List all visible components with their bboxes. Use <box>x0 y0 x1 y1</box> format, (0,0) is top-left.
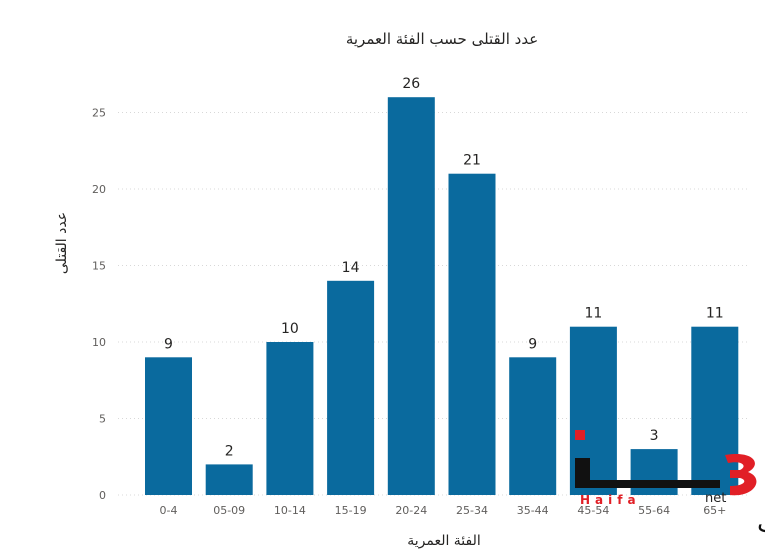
bar-05-09[interactable] <box>205 464 253 495</box>
y-tick-label: 15 <box>92 260 106 273</box>
x-tick-label: 10-14 <box>274 504 306 517</box>
y-tick-label: 0 <box>99 489 106 502</box>
y-tick-label: 25 <box>92 107 106 120</box>
bar-35-44[interactable] <box>509 357 557 495</box>
logo-latin-text: Haifa <box>580 493 641 507</box>
logo-mark-icon <box>725 453 757 496</box>
data-label-10-14: 10 <box>281 321 299 337</box>
y-tick-label: 20 <box>92 183 106 196</box>
chart-title: عدد القتلى حسب الفئة العمرية <box>346 30 538 48</box>
x-tick-label: 35-44 <box>517 504 549 517</box>
bar-0-4[interactable] <box>145 357 192 495</box>
haifa-net-watermark-logo: Haifa net موقـع حيفـا نت <box>575 430 765 539</box>
bar-10-14[interactable] <box>266 342 314 495</box>
data-label-15-19: 14 <box>342 260 360 276</box>
y-axis-title: عدد القتلى <box>54 212 70 274</box>
data-label-25-34: 21 <box>463 153 481 169</box>
data-label-45-54: 11 <box>584 306 602 322</box>
data-labels: 9 2 10 14 26 21 9 11 3 11 <box>164 76 724 459</box>
x-axis-title: الفئة العمرية <box>407 533 481 549</box>
x-tick-label: 0-4 <box>160 504 178 517</box>
y-tick-label: 5 <box>99 413 106 426</box>
y-tick-label: 10 <box>92 336 106 349</box>
logo-square-icon <box>575 430 585 440</box>
x-tick-label: 45-54 <box>577 504 609 517</box>
data-label-55-64: 3 <box>650 428 659 444</box>
x-tick-label: 55-64 <box>638 504 670 517</box>
x-tick-label: 20-24 <box>395 504 427 517</box>
x-tick-label: 15-19 <box>335 504 367 517</box>
x-axis-ticks: 0-4 05-09 10-14 15-19 20-24 25-34 35-44 45-54 55… <box>160 504 727 517</box>
data-label-35-44: 9 <box>528 336 537 352</box>
bar-65+[interactable] <box>691 326 739 495</box>
bar-20-24[interactable] <box>387 97 435 495</box>
data-label-05-09: 2 <box>225 443 234 459</box>
data-label-0-4: 9 <box>164 336 173 352</box>
bar-15-19[interactable] <box>327 280 375 495</box>
logo-net-text: net <box>705 491 726 506</box>
data-label-65+: 11 <box>706 306 724 322</box>
bar-25-34[interactable] <box>448 173 496 495</box>
x-tick-label: 05-09 <box>213 504 245 517</box>
logo-arabic-text: موقـع حيفـا نت <box>757 509 765 539</box>
x-tick-label: 25-34 <box>456 504 488 517</box>
data-label-20-24: 26 <box>402 76 420 92</box>
y-axis-ticks: 0 5 10 15 20 25 <box>92 107 106 503</box>
x-tick-label: 65+ <box>703 504 726 517</box>
logo-stroke-icon <box>575 458 720 488</box>
